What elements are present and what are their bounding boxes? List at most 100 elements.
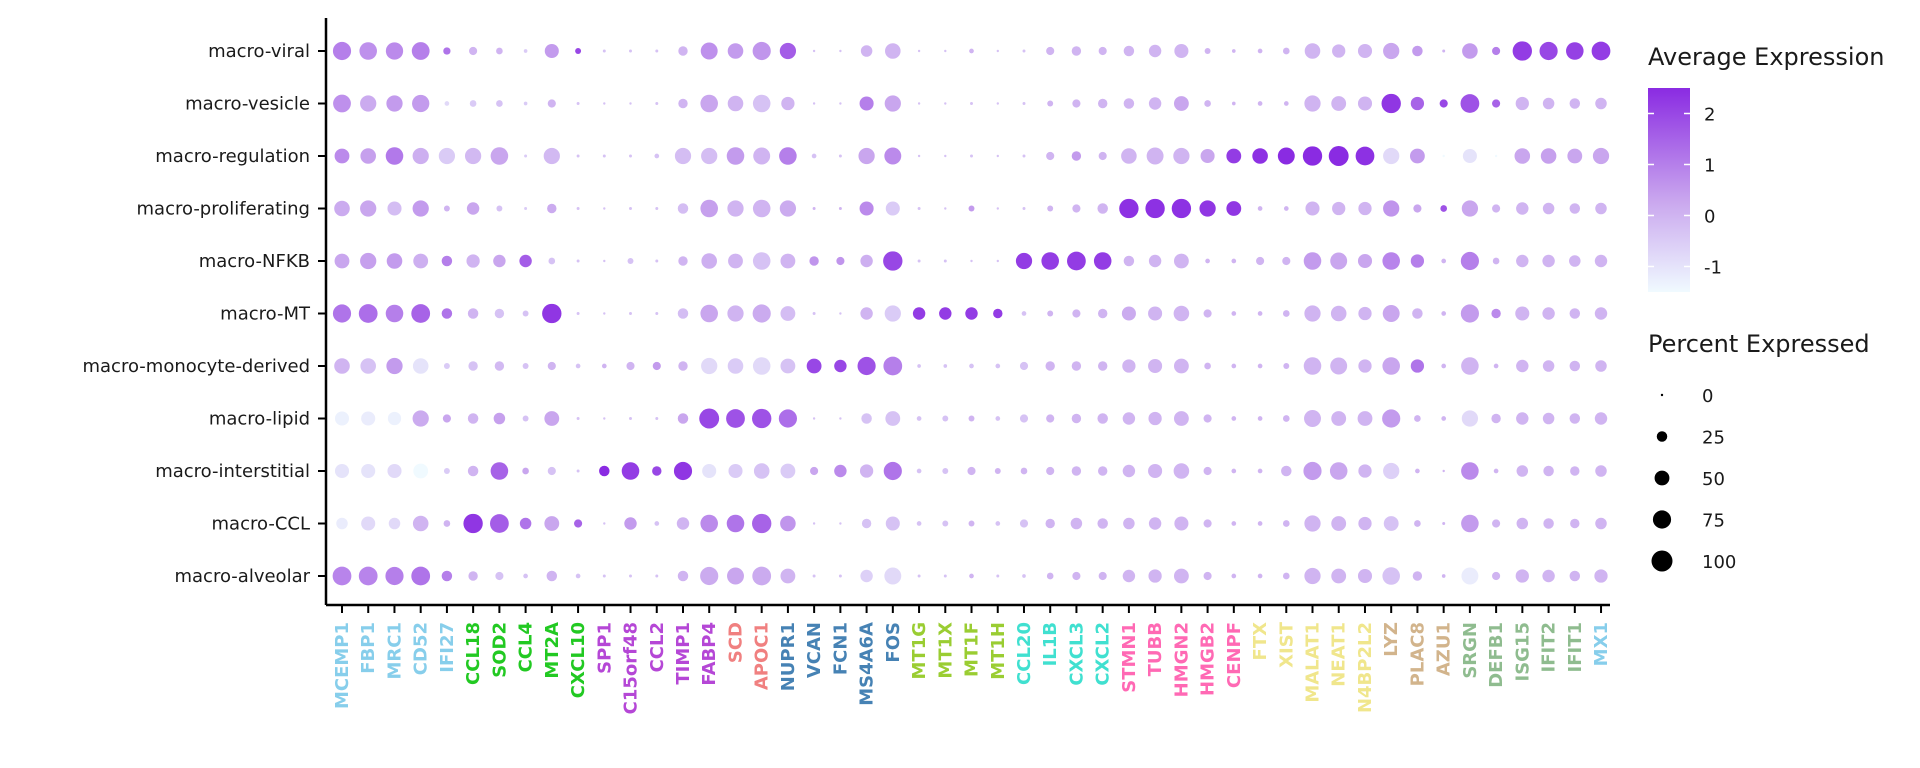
dot-macro-alveolar-HMGN2 bbox=[1173, 568, 1189, 584]
dot-macro-NFKB-MRC1 bbox=[386, 253, 403, 269]
dot-macro-alveolar-IFIT2 bbox=[1542, 569, 1555, 583]
x-label-MCEMP1: MCEMP1 bbox=[332, 622, 353, 709]
dot-macro-MT-MT1X bbox=[939, 307, 952, 320]
dot-macro-monocyte-derived-FABP4 bbox=[701, 357, 718, 375]
dot-macro-regulation-DEFB1 bbox=[1494, 154, 1498, 158]
dot-macro-vesicle-ISG15 bbox=[1515, 96, 1529, 111]
x-label-CCL20: CCL20 bbox=[1014, 622, 1035, 685]
color-tick-label: 0 bbox=[1704, 207, 1715, 228]
dot-macro-interstitial-MT1G bbox=[916, 468, 922, 474]
dot-macro-regulation-SPP1 bbox=[602, 154, 606, 158]
dot-macro-monocyte-derived-MT1F bbox=[969, 363, 974, 369]
dot-macro-vesicle-MS4A6A bbox=[859, 96, 874, 111]
dot-macro-interstitial-LYZ bbox=[1383, 462, 1400, 480]
dot-macro-interstitial-VCAN bbox=[810, 466, 819, 476]
dot-macro-lipid-ISG15 bbox=[1516, 412, 1529, 425]
dot-macro-alveolar-IFI27 bbox=[441, 570, 453, 582]
dot-macro-MT-NUPR1 bbox=[780, 306, 796, 321]
dot-macro-CCL-NEAT1 bbox=[1331, 516, 1347, 531]
dot-macro-interstitial-MT2A bbox=[547, 466, 556, 476]
dot-macro-CCL-TUBB bbox=[1148, 517, 1162, 530]
dot-macro-viral-SCD bbox=[727, 43, 744, 59]
dot-macro-alveolar-MCEMP1 bbox=[332, 566, 352, 586]
size-legend-label: 25 bbox=[1702, 428, 1725, 449]
x-label-AZU1: AZU1 bbox=[1434, 622, 1455, 676]
dot-macro-vesicle-LYZ bbox=[1381, 93, 1401, 114]
dot-macro-CCL-CCL20 bbox=[1019, 519, 1029, 528]
dot-macro-proliferating-HMGN2 bbox=[1171, 198, 1192, 219]
dot-macro-proliferating-ISG15 bbox=[1516, 202, 1529, 215]
dot-macro-regulation-APOC1 bbox=[753, 147, 771, 165]
color-tick-label: -1 bbox=[1704, 258, 1722, 279]
dot-macro-vesicle-IL1B bbox=[1047, 100, 1054, 107]
dot-macro-monocyte-derived-TIMP1 bbox=[678, 361, 688, 371]
dot-macro-CCL-FABP4 bbox=[700, 514, 718, 533]
dot-macro-vesicle-MALAT1 bbox=[1304, 95, 1321, 112]
dot-layer bbox=[332, 41, 1611, 586]
dot-macro-regulation-MT1F bbox=[970, 154, 973, 158]
dot-macro-lipid-SRGN bbox=[1461, 410, 1479, 427]
dot-macro-vesicle-TUBB bbox=[1148, 97, 1162, 110]
dot-macro-interstitial-MRC1 bbox=[387, 463, 402, 479]
dot-macro-NFKB-MT1H bbox=[996, 259, 999, 263]
dot-macro-regulation-IFIT1 bbox=[1567, 148, 1583, 164]
dot-macro-regulation-CD52 bbox=[412, 147, 429, 165]
dot-macro-alveolar-LYZ bbox=[1382, 567, 1400, 585]
dot-macro-NFKB-FTX bbox=[1256, 256, 1265, 266]
x-label-FOS: FOS bbox=[883, 622, 904, 663]
dot-macro-regulation-IL1B bbox=[1046, 151, 1055, 161]
dot-macro-lipid-VCAN bbox=[812, 417, 816, 420]
dot-macro-alveolar-CXCL2 bbox=[1098, 571, 1107, 581]
dot-macro-alveolar-N4BP2L2 bbox=[1357, 568, 1373, 584]
x-label-IFIT1: IFIT1 bbox=[1565, 622, 1586, 673]
dot-macro-vesicle-CXCL10 bbox=[576, 102, 580, 105]
x-label-SOD2: SOD2 bbox=[489, 622, 510, 678]
dot-macro-alveolar-FBP1 bbox=[358, 566, 378, 586]
dot-macro-alveolar-TUBB bbox=[1148, 569, 1162, 583]
dot-macro-interstitial-DEFB1 bbox=[1493, 468, 1499, 474]
dot-macro-regulation-MCEMP1 bbox=[334, 148, 350, 164]
dot-macro-NFKB-CD52 bbox=[413, 253, 429, 269]
dot-macro-monocyte-derived-MT1H bbox=[995, 363, 1001, 369]
dot-macro-regulation-SCD bbox=[726, 147, 745, 165]
dot-macro-regulation-MS4A6A bbox=[858, 147, 875, 165]
dot-macro-MT-CXCL2 bbox=[1098, 308, 1108, 319]
dot-macro-NFKB-TIMP1 bbox=[678, 256, 688, 266]
dot-macro-alveolar-FCN1 bbox=[838, 574, 842, 578]
dot-macro-NFKB-SPP1 bbox=[603, 259, 606, 263]
x-label-CCL18: CCL18 bbox=[463, 622, 484, 685]
dot-macro-NFKB-MS4A6A bbox=[860, 254, 873, 268]
dot-macro-monocyte-derived-AZU1 bbox=[1441, 363, 1447, 369]
dot-macro-monocyte-derived-C15orf48 bbox=[626, 361, 635, 371]
dot-macro-proliferating-SOD2 bbox=[496, 205, 503, 212]
dot-macro-CCL-IFIT2 bbox=[1543, 518, 1554, 529]
dot-macro-proliferating-IFIT2 bbox=[1542, 202, 1555, 215]
dot-macro-lipid-CENPF bbox=[1231, 416, 1237, 421]
dot-macro-regulation-IFI27 bbox=[438, 147, 456, 165]
dot-macro-alveolar-IFIT1 bbox=[1569, 570, 1581, 582]
size-legend-dot bbox=[1660, 393, 1664, 397]
dot-macro-CCL-CXCL10 bbox=[574, 519, 583, 528]
dot-macro-interstitial-AZU1 bbox=[1442, 469, 1445, 473]
dot-macro-CCL-IFIT1 bbox=[1570, 518, 1580, 529]
dot-macro-lipid-MT1G bbox=[916, 416, 922, 421]
dot-macro-NFKB-MT1G bbox=[917, 259, 921, 263]
dot-macro-viral-FABP4 bbox=[700, 42, 718, 60]
dot-macro-viral-CENPF bbox=[1231, 49, 1236, 53]
dot-macro-viral-IFI27 bbox=[443, 47, 451, 55]
dot-macro-interstitial-ISG15 bbox=[1516, 465, 1529, 477]
dot-macro-proliferating-CD52 bbox=[412, 200, 429, 217]
color-tick-label: 1 bbox=[1704, 156, 1715, 177]
dot-macro-CCL-IFI27 bbox=[443, 520, 451, 527]
dot-macro-alveolar-DEFB1 bbox=[1492, 571, 1501, 581]
y-label-macro-NFKB: macro-NFKB bbox=[199, 251, 310, 272]
dot-macro-lipid-DEFB1 bbox=[1491, 413, 1501, 424]
dot-macro-vesicle-SRGN bbox=[1460, 94, 1480, 113]
dot-macro-interstitial-HMGB2 bbox=[1203, 466, 1212, 476]
dot-macro-monocyte-derived-MT1G bbox=[917, 364, 921, 368]
dot-macro-monocyte-derived-CXCL3 bbox=[1071, 361, 1082, 371]
dot-macro-proliferating-VCAN bbox=[812, 207, 816, 210]
dot-macro-alveolar-NUPR1 bbox=[780, 568, 796, 584]
dot-macro-lipid-STMN1 bbox=[1122, 412, 1136, 425]
x-label-IL1B: IL1B bbox=[1040, 622, 1061, 666]
